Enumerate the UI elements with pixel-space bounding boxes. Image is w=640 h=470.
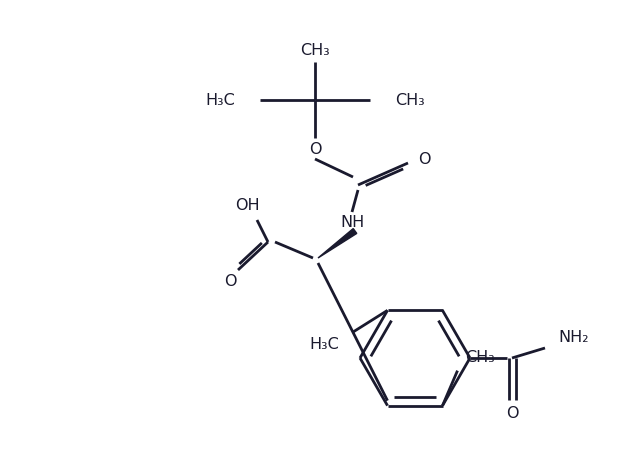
Text: O: O [308,142,321,157]
Text: CH₃: CH₃ [395,93,425,108]
Text: O: O [224,274,236,290]
Text: O: O [418,152,431,167]
Text: CH₃: CH₃ [465,350,495,365]
Text: CH₃: CH₃ [300,42,330,57]
Text: NH₂: NH₂ [558,330,589,345]
Text: NH: NH [340,214,364,229]
Text: H₃C: H₃C [205,93,235,108]
Text: H₃C: H₃C [310,337,339,352]
Text: OH: OH [235,197,259,212]
Text: O: O [506,407,518,422]
Polygon shape [318,228,356,258]
